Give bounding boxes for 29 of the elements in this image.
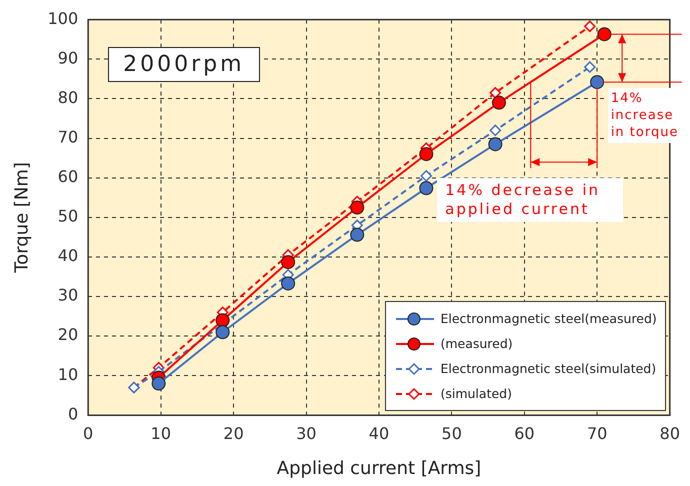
legend-label: (measured) xyxy=(440,336,513,352)
y-tick-label: 90 xyxy=(58,48,78,68)
x-tick-label: 10 xyxy=(150,424,172,443)
y-tick-label: 10 xyxy=(58,364,78,384)
y-tick-label: 100 xyxy=(48,8,78,28)
y-tick-label: 70 xyxy=(58,127,78,146)
legend-label: (simulated) xyxy=(440,386,512,402)
annotation: 2000rpm xyxy=(108,46,260,82)
legend-label: Electronmagnetic steel(simulated) xyxy=(440,361,656,376)
y-tick-label: 40 xyxy=(58,246,78,266)
x-tick-label: 20 xyxy=(223,424,244,443)
y-tick-label: 20 xyxy=(58,325,78,344)
x-axis-title: Applied current [Arms] xyxy=(276,458,482,479)
annotation: 14% decrease in applied current xyxy=(437,178,624,222)
x-tick-label: 40 xyxy=(368,424,390,443)
x-tick-label: 70 xyxy=(586,424,608,443)
y-axis-title: Torque [Nm] xyxy=(11,162,32,274)
x-tick-label: 80 xyxy=(660,424,680,443)
annotation: 14% increase in torque xyxy=(608,88,686,143)
y-tick-label: 60 xyxy=(58,166,78,186)
x-tick-label: 0 xyxy=(83,424,94,443)
x-tick-label: 30 xyxy=(296,424,316,443)
y-tick-label: 50 xyxy=(58,206,78,226)
x-tick-label: 60 xyxy=(514,424,535,443)
y-tick-label: 0 xyxy=(68,404,78,424)
y-tick-label: 30 xyxy=(58,286,78,305)
y-tick-label: 80 xyxy=(58,88,78,107)
x-tick-label: 50 xyxy=(442,424,462,443)
legend-label: Electronmagnetic steel(measured) xyxy=(440,311,657,326)
